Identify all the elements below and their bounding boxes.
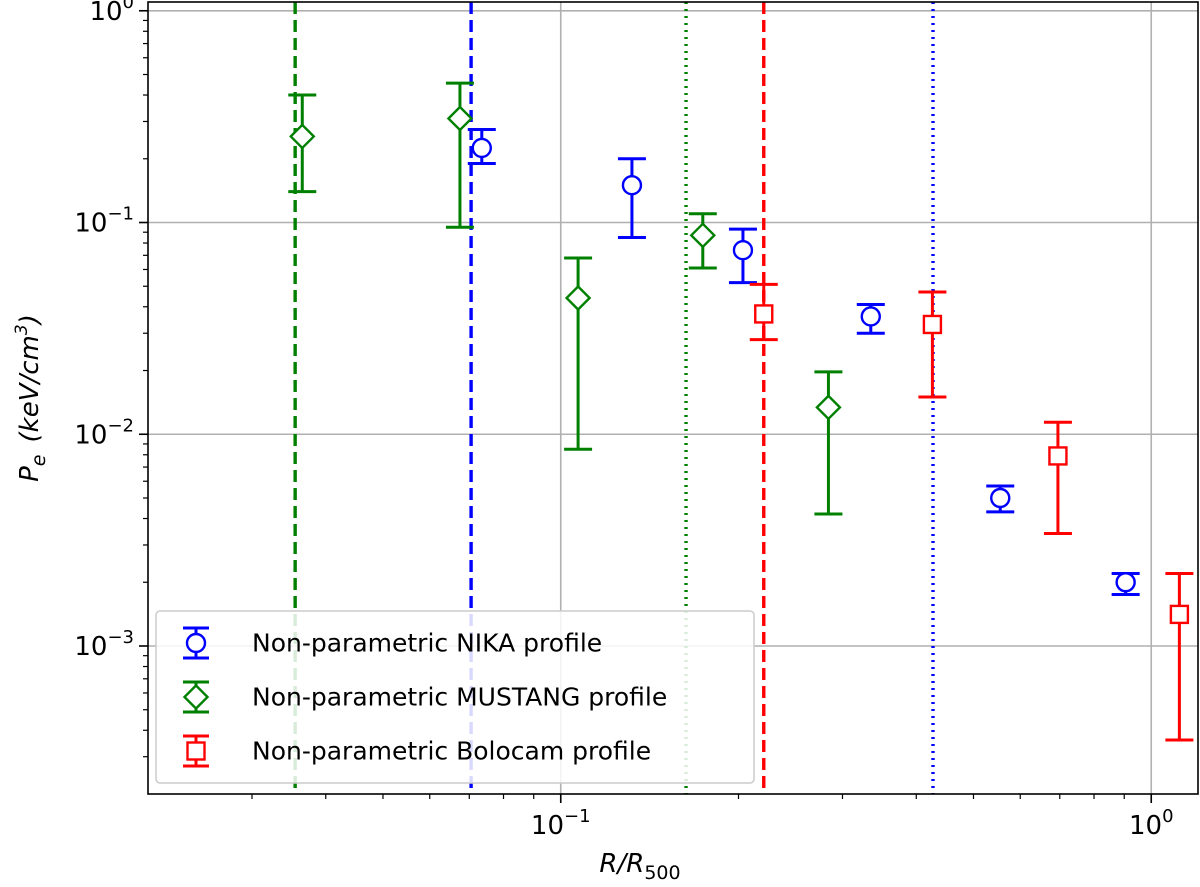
data-point [446,105,474,132]
data-series [288,81,1194,742]
data-point [289,123,316,150]
series-diamond [288,81,843,516]
x-axis-label: R/R500 [599,849,680,884]
legend-box [155,610,755,784]
y-axis-label: Pe(keV/cm3) [12,314,50,482]
data-point [1115,572,1136,593]
x-tick-label: 100 [1129,806,1174,841]
legend-swatches [182,626,210,768]
legend-marker [185,632,207,654]
legend: Non-parametric NIKA profile Non-parametr… [155,610,755,784]
data-point [471,137,492,159]
data-point [689,222,716,249]
legend-label-mustang: Non-parametric MUSTANG profile [252,683,667,712]
data-point [732,239,754,261]
y-tick-label: 10−3 [74,627,134,662]
legend-label-bolocam: Non-parametric Bolocam profile [252,737,651,766]
data-point [990,487,1011,509]
data-point [815,394,842,421]
y-tick-label: 10−1 [74,204,134,239]
legend-marker [182,683,210,711]
legend-marker [186,741,206,761]
data-point [1169,604,1190,625]
series-square [749,282,1194,742]
y-tick-label: 10−2 [74,415,134,450]
plot-frame [147,1,1199,795]
axis-ticks: 10−1 100 10−3 10−2 10−1 100 [74,0,1173,841]
x-tick-label: 10−1 [531,806,591,841]
legend-label-nika: Non-parametric NIKA profile [252,629,602,658]
data-point [754,304,774,324]
data-point [922,314,943,335]
series-circle [467,127,1140,597]
data-point [564,284,592,312]
y-tick-label: 100 [89,0,134,27]
data-point [621,175,643,196]
data-point [860,306,881,327]
data-point [1048,446,1068,466]
